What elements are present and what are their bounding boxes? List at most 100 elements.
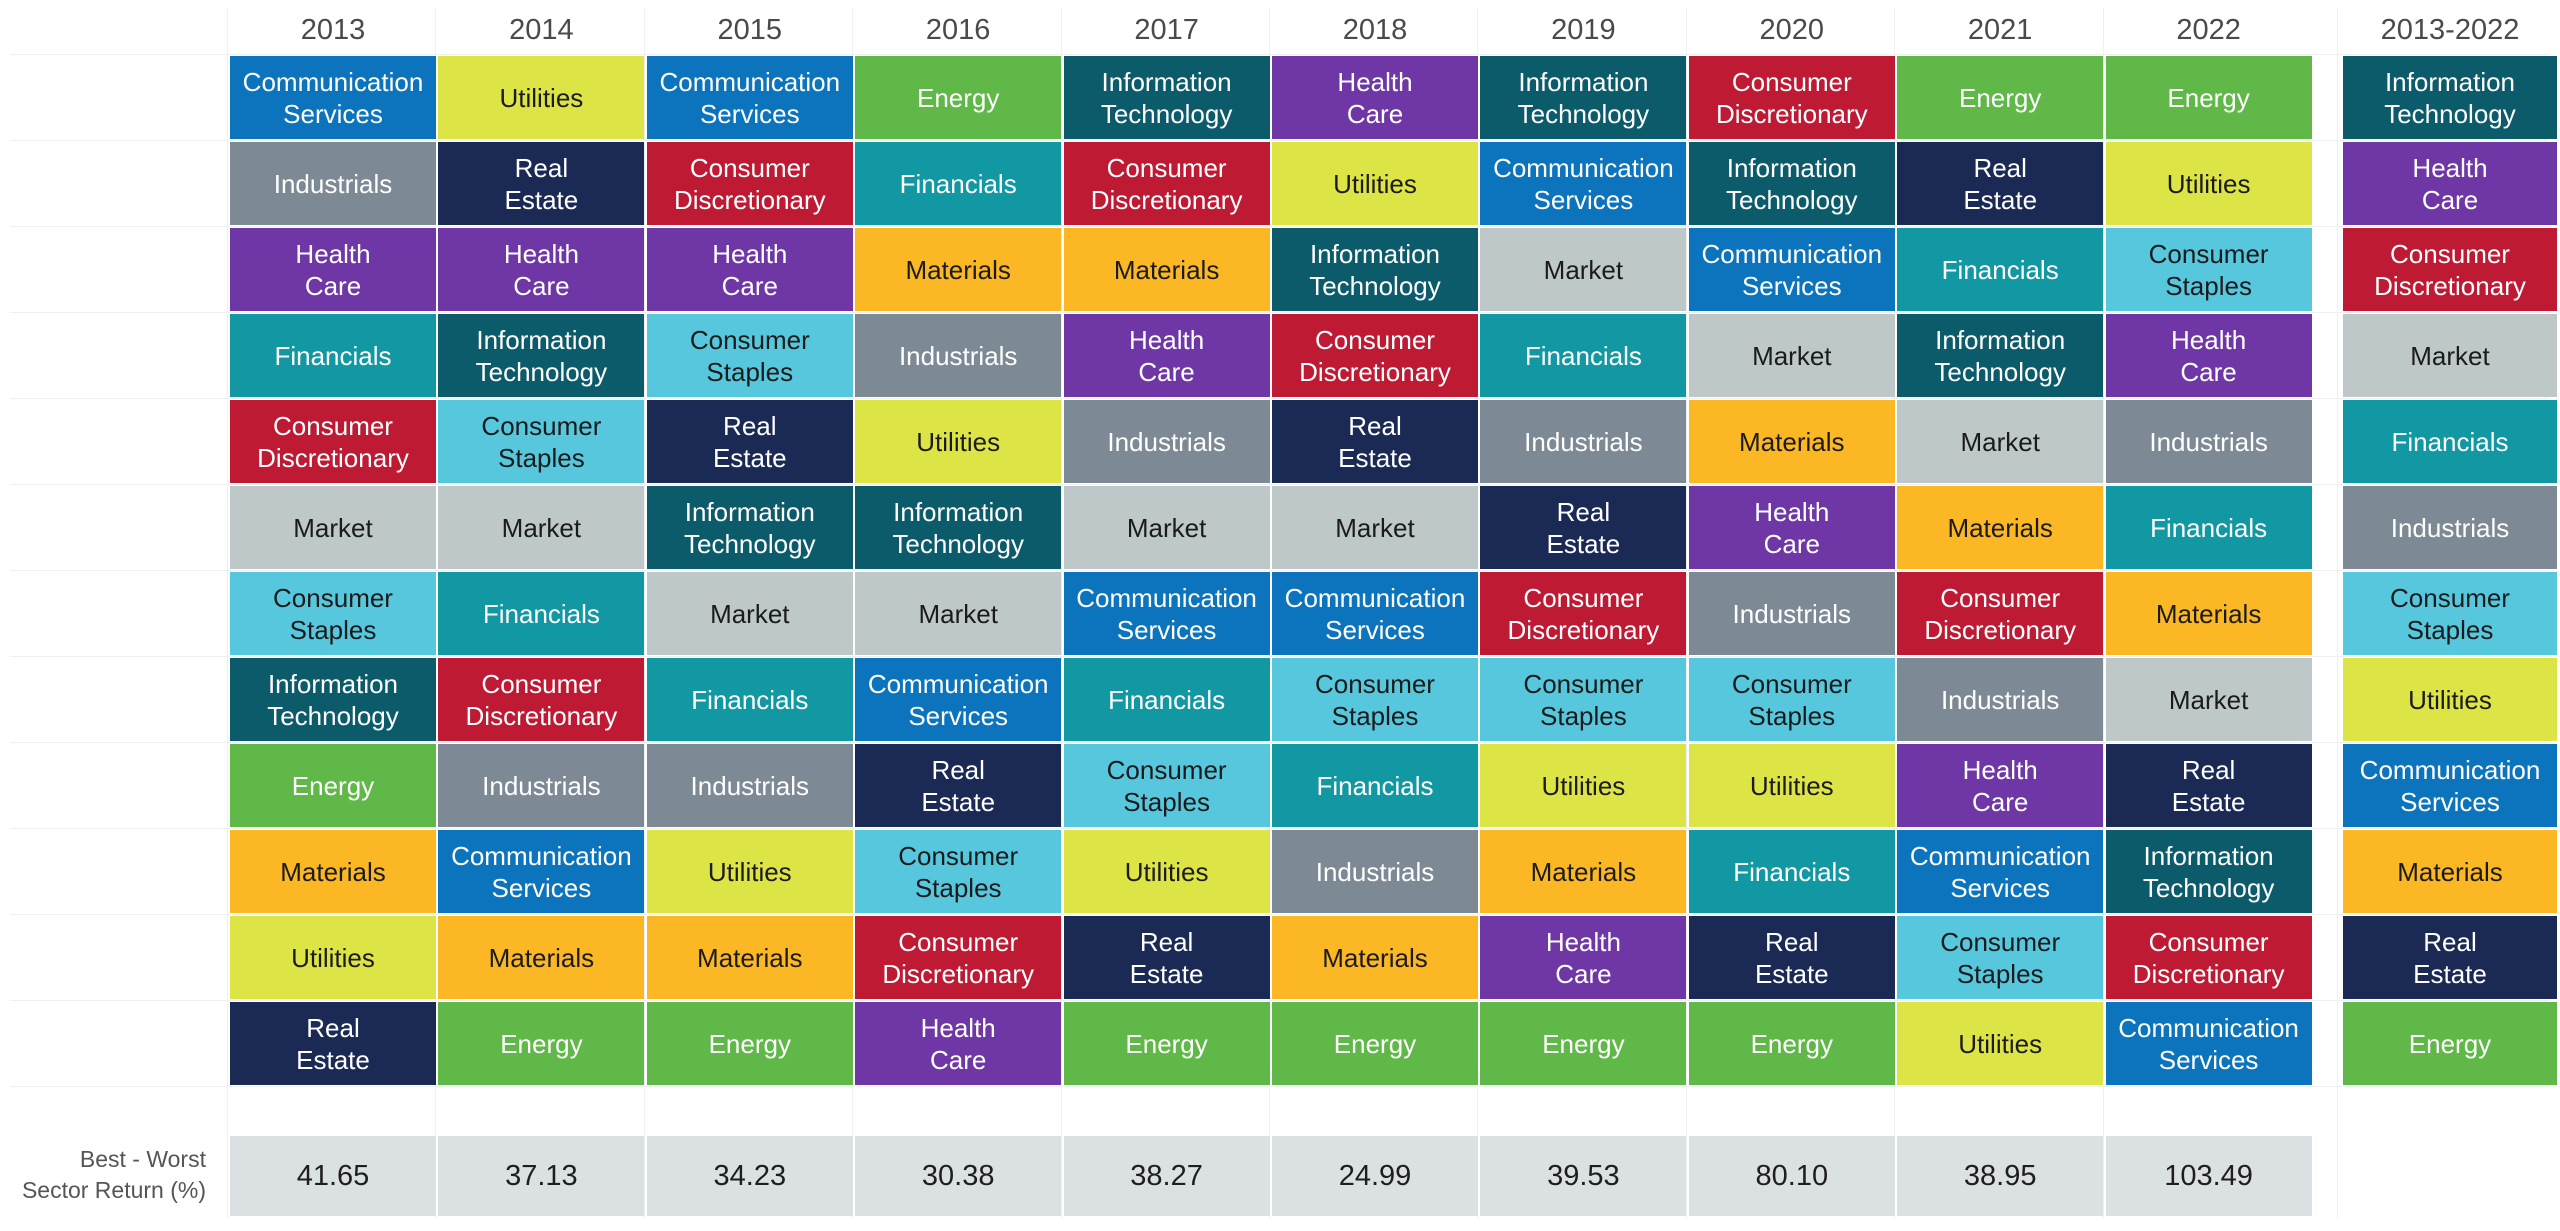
row-separator <box>10 570 2550 571</box>
sector-cell-market: Market <box>2343 314 2557 397</box>
sector-label: Financials <box>899 168 1017 199</box>
sector-label: Information Technology <box>475 324 608 387</box>
sector-label: Market <box>1126 512 1207 543</box>
sector-label: Materials <box>1739 426 1845 457</box>
sector-cell-utilities: Utilities <box>2105 142 2312 225</box>
sector-cell-real-estate: Real Estate <box>1688 916 1895 999</box>
sector-label: Health Care <box>712 238 788 301</box>
sector-label: Financials <box>2391 426 2509 457</box>
sector-label: Health Care <box>1754 496 1830 559</box>
sector-label: Financials <box>1108 684 1226 715</box>
column-header-2020: 2020 <box>1759 14 1825 46</box>
sector-label: Communication Services <box>867 668 1049 731</box>
sector-label: Communication Services <box>1701 238 1883 301</box>
sector-label: Consumer Discretionary <box>1715 66 1868 129</box>
sector-cell-communication-services: Communication Services <box>438 830 645 913</box>
sector-cell-consumer-discretionary: Consumer Discretionary <box>1480 572 1687 655</box>
sector-label: Industrials <box>1732 598 1852 629</box>
sector-label: Industrials <box>1107 426 1226 457</box>
sector-cell-market: Market <box>855 572 1062 655</box>
sector-label: Market <box>2410 340 2490 371</box>
column-header-2018: 2018 <box>1342 14 1408 46</box>
sector-cell-utilities: Utilities <box>1688 744 1895 827</box>
sector-label: Consumer Discretionary <box>257 410 409 473</box>
sector-cell-information-technology: Information Technology <box>1688 142 1895 225</box>
sector-cell-industrials: Industrials <box>646 744 853 827</box>
sector-label: Utilities <box>1333 168 1417 199</box>
sector-cell-financials: Financials <box>230 314 436 397</box>
column-separator <box>2337 8 2338 1218</box>
sector-cell-health-care: Health Care <box>1897 744 2104 827</box>
sector-cell-utilities: Utilities <box>230 916 436 999</box>
sector-cell-utilities: Utilities <box>855 400 1062 483</box>
sector-cell-energy: Energy <box>1480 1002 1687 1085</box>
sector-cell-financials: Financials <box>1897 228 2104 311</box>
row-separator <box>10 828 2550 829</box>
spread-value-2014: 37.13 <box>438 1136 645 1216</box>
sector-label: Information Technology <box>684 496 816 559</box>
sector-label: Utilities <box>707 856 792 887</box>
sector-label: Utilities <box>291 942 375 973</box>
sector-cell-consumer-staples: Consumer Staples <box>1063 744 1270 827</box>
sector-cell-consumer-discretionary: Consumer Discretionary <box>855 916 1062 999</box>
sector-cell-utilities: Utilities <box>646 830 853 913</box>
sector-cell-consumer-staples: Consumer Staples <box>1480 658 1687 741</box>
sector-label: Industrials <box>690 770 810 801</box>
sector-label: Information Technology <box>2142 840 2275 903</box>
sector-cell-communication-services: Communication Services <box>1480 142 1687 225</box>
sector-label: Communication Services <box>451 840 632 903</box>
sector-label: Utilities <box>1749 770 1834 801</box>
sector-cell-industrials: Industrials <box>1480 400 1687 483</box>
sector-label: Health Care <box>2412 152 2488 215</box>
sector-cell-utilities: Utilities <box>1063 830 1270 913</box>
sector-label: Consumer Discretionary <box>2374 238 2526 301</box>
sector-cell-energy: Energy <box>438 1002 645 1085</box>
sector-label: Industrials <box>1940 684 2060 715</box>
sector-cell-materials: Materials <box>1480 830 1687 913</box>
sector-label: Utilities <box>499 82 584 113</box>
spread-value-2013: 41.65 <box>230 1136 436 1216</box>
sector-cell-real-estate: Real Estate <box>855 744 1062 827</box>
sector-label: Consumer Discretionary <box>673 152 826 215</box>
column-header-2021: 2021 <box>1967 14 2033 46</box>
sector-label: Information Technology <box>1309 238 1441 301</box>
sector-cell-market: Market <box>646 572 853 655</box>
sector-cell-industrials: Industrials <box>1897 658 2104 741</box>
sector-label: Consumer Discretionary <box>465 668 618 731</box>
sector-label: Market <box>1960 426 2040 457</box>
sector-label: Energy <box>1333 1028 1417 1059</box>
row-separator <box>10 226 2550 227</box>
column-header-2013: 2013 <box>300 14 366 46</box>
sector-cell-consumer-staples: Consumer Staples <box>2343 572 2557 655</box>
sector-label: Materials <box>1947 512 2053 543</box>
sector-cell-real-estate: Real Estate <box>1897 142 2104 225</box>
sector-label: Health Care <box>2171 324 2247 387</box>
sector-cell-real-estate: Real Estate <box>230 1002 436 1085</box>
sector-cell-consumer-staples: Consumer Staples <box>1688 658 1895 741</box>
sector-cell-financials: Financials <box>1688 830 1895 913</box>
sector-cell-market: Market <box>1272 486 1478 569</box>
sector-cell-energy: Energy <box>2343 1002 2557 1085</box>
sector-cell-information-technology: Information Technology <box>855 486 1062 569</box>
sector-label: Real Estate <box>2413 926 2487 989</box>
sector-cell-market: Market <box>1897 400 2104 483</box>
sector-cell-energy: Energy <box>1897 56 2104 139</box>
sector-cell-health-care: Health Care <box>1480 916 1687 999</box>
sector-cell-health-care: Health Care <box>1688 486 1895 569</box>
sector-label: Industrials <box>898 340 1018 371</box>
sector-label: Energy <box>291 770 375 801</box>
column-separator <box>227 8 228 1218</box>
sector-cell-information-technology: Information Technology <box>1272 228 1478 311</box>
sector-cell-health-care: Health Care <box>2105 314 2312 397</box>
sector-cell-utilities: Utilities <box>1480 744 1687 827</box>
sector-label: Financials <box>691 684 809 715</box>
sector-label: Energy <box>2167 82 2250 113</box>
sector-label: Market <box>293 512 373 543</box>
sector-label: Real Estate <box>1338 410 1412 473</box>
sector-label: Consumer Discretionary <box>2132 926 2285 989</box>
sector-cell-energy: Energy <box>230 744 436 827</box>
row-separator <box>10 1086 2550 1087</box>
sector-cell-materials: Materials <box>646 916 853 999</box>
sector-label: Communication Services <box>1284 582 1466 645</box>
